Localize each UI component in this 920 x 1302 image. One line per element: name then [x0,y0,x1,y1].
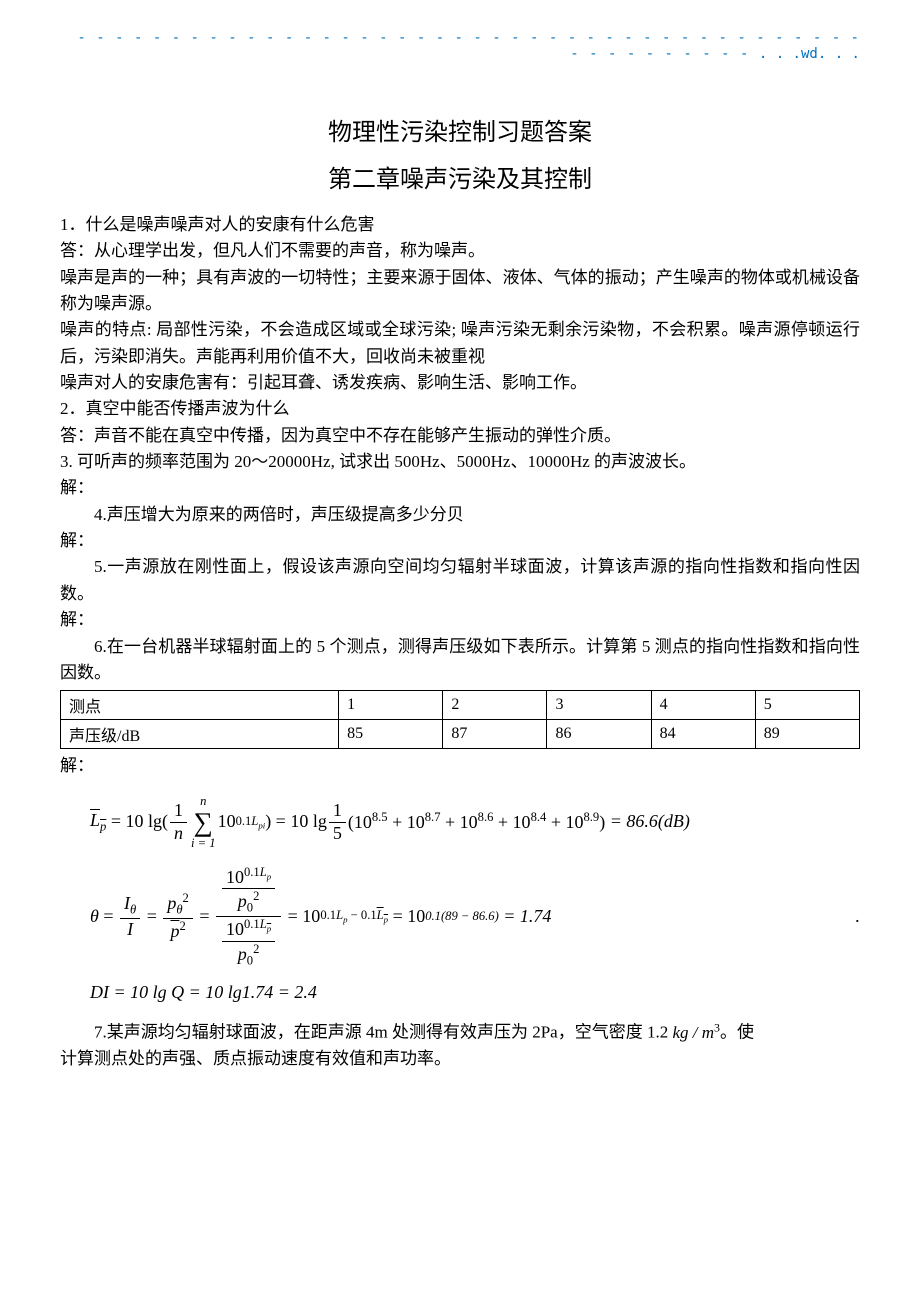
doc-subtitle: 第二章噪声污染及其控制 [60,159,860,194]
doc-title: 物理性污染控制习题答案 [60,112,860,147]
th-5: 5 [755,691,859,720]
formula-di: DI = 10 lg Q = 10 lg1.74 = 2.4 [90,982,860,1004]
f3-text: DI = 10 lg Q = 10 lg1.74 = 2.4 [90,982,317,1004]
f2-result: = 1.74 [503,906,551,928]
q7-unit: kg / m [672,1023,714,1042]
table-row: 声压级/dB 85 87 86 84 89 [61,720,860,749]
th-3: 3 [547,691,651,720]
th-0: 测点 [61,691,339,720]
cell-5: 89 [755,720,859,749]
q7-a: 7.某声源均匀辐射球面波，在距声源 4m 处测得有效声压为 2Pa，空气密度 1… [94,1023,672,1042]
sol3: 解： [60,475,860,501]
a1-3: 噪声的特点: 局部性污染，不会造成区域或全球污染; 噪声污染无剩余污染物，不会积… [60,317,860,370]
q7: 7.某声源均匀辐射球面波，在距声源 4m 处测得有效声压为 2Pa，空气密度 1… [60,1018,860,1046]
header-label: . . .wd. . . [759,46,860,62]
th-2: 2 [443,691,547,720]
a2: 答：声音不能在真空中传播，因为真空中不存在能够产生振动的弹性介质。 [60,423,860,449]
q2: 2．真空中能否传播声波为什么 [60,396,860,422]
f1-result: = 86.6(dB) [610,811,690,833]
th-1: 1 [339,691,443,720]
sol4: 解： [60,528,860,554]
cell-2: 87 [443,720,547,749]
q4: 4.声压增大为原来的两倍时，声压级提高多少分贝 [60,502,860,528]
a1-4: 噪声对人的安康危害有：引起耳聋、诱发疾病、影响生活、影响工作。 [60,370,860,396]
q7-c: 计算测点处的声强、质点振动速度有效值和声功率。 [60,1046,860,1072]
q5: 5.一声源放在刚性面上，假设该声源向空间均匀辐射半球面波，计算该声源的指向性指数… [60,554,860,607]
measurement-table: 测点 1 2 3 4 5 声压级/dB 85 87 86 84 89 [60,690,860,749]
q1: 1．什么是噪声噪声对人的安康有什么危害 [60,212,860,238]
row-label: 声压级/dB [61,720,339,749]
formula-lp-mean: Lp = 10 lg( 1n n∑i = 1 100.1Lpi) = 10 lg… [90,794,860,851]
header-dashes: - - - - - - - - - - - - - - - - - - - - … [77,30,860,62]
cell-4: 84 [651,720,755,749]
q3: 3. 可听声的频率范围为 20～20000Hz, 试求出 500Hz、5000H… [60,449,860,475]
table-row: 测点 1 2 3 4 5 [61,691,860,720]
q7-b: 。使 [720,1023,754,1042]
cell-1: 85 [339,720,443,749]
formula-theta: θ = Iθ I = pθ2 p2 = 100.1Lp p02 100.1Lp … [90,865,860,969]
document-page: - - - - - - - - - - - - - - - - - - - - … [0,0,920,1132]
f2-exp: 0.1(89 − 86.6) [425,909,499,924]
header-rule: - - - - - - - - - - - - - - - - - - - - … [60,30,860,62]
a1-2: 噪声是声的一种；具有声波的一切特性；主要来源于固体、液体、气体的振动；产生噪声的… [60,265,860,318]
sol6: 解： [60,753,860,779]
a1-1: 答：从心理学出发，但凡人们不需要的声音，称为噪声。 [60,238,860,264]
q6: 6.在一台机器半球辐射面上的 5 个测点，测得声压级如下表所示。计算第 5 测点… [60,634,860,687]
th-4: 4 [651,691,755,720]
sol5: 解： [60,607,860,633]
cell-3: 86 [547,720,651,749]
